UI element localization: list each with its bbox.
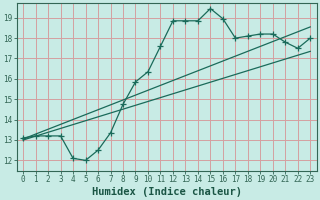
X-axis label: Humidex (Indice chaleur): Humidex (Indice chaleur): [92, 186, 242, 197]
